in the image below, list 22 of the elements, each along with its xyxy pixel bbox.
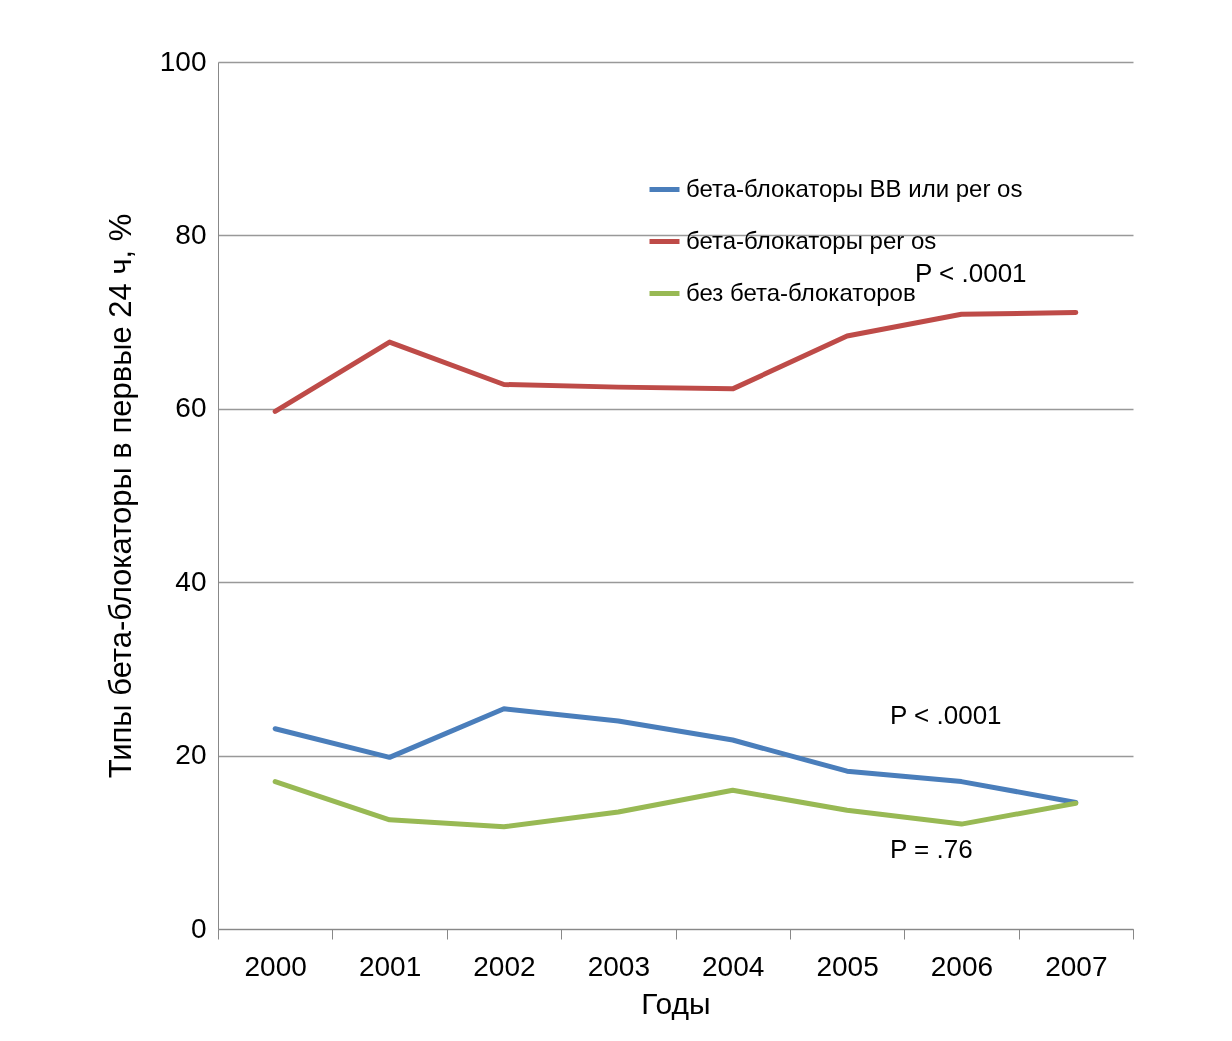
legend-label: бета-блокаторы per os — [686, 226, 937, 254]
y-tick-label: 0 — [190, 912, 207, 944]
y-tick-label: 80 — [175, 218, 207, 250]
annotation: P < .0001 — [890, 700, 1002, 730]
y-tick-label: 60 — [175, 392, 207, 424]
x-tick-label: 2006 — [930, 950, 994, 982]
annotation: P < .0001 — [915, 258, 1027, 288]
x-tick-label: 2007 — [1045, 950, 1108, 982]
y-tick-label: 40 — [175, 565, 207, 597]
x-tick-label: 2004 — [702, 950, 765, 982]
x-tick-label: 2000 — [244, 950, 307, 982]
legend-label: бета-блокаторы ВВ или per os — [686, 174, 1023, 202]
y-tick-label: 100 — [159, 45, 207, 77]
x-tick-label: 2002 — [473, 950, 536, 982]
x-tick-label: 2005 — [816, 950, 879, 982]
x-tick-label: 2003 — [587, 950, 650, 982]
x-axis-title: Годы — [641, 986, 711, 1020]
y-tick-label: 20 — [175, 739, 207, 771]
y-axis-title: Типы бета-блокаторы в первые 24 ч, % — [102, 213, 138, 779]
x-tick-label: 2001 — [358, 950, 422, 982]
legend-label: без бета-блокаторов — [686, 278, 916, 306]
annotation: P = .76 — [890, 834, 973, 864]
